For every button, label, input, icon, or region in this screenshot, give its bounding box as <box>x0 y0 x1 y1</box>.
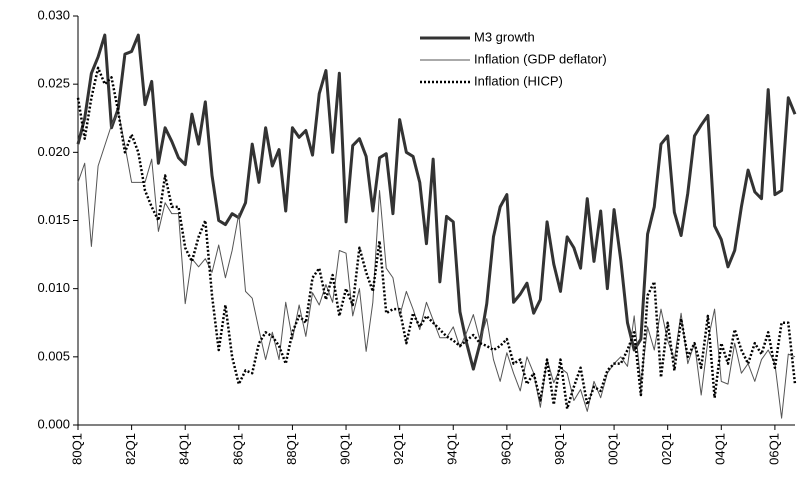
y-tick-label: 0.015 <box>37 212 70 227</box>
x-tick-label: 92Q1 <box>391 433 406 465</box>
legend-label: Inflation (GDP deflator) <box>474 51 607 66</box>
series-line <box>76 33 797 371</box>
y-tick-label: 0.005 <box>37 348 70 363</box>
x-tick-label: 04Q1 <box>713 433 728 465</box>
legend-label: M3 growth <box>474 29 535 44</box>
legend-label: Inflation (HICP) <box>474 73 563 88</box>
x-tick-label: 86Q1 <box>230 433 245 465</box>
x-tick-label: 88Q1 <box>284 433 299 465</box>
y-tick-label: 0.025 <box>37 76 70 91</box>
series-line <box>76 66 797 410</box>
x-tick-label: 02Q1 <box>659 433 674 465</box>
y-tick-label: 0.020 <box>37 144 70 159</box>
x-tick-label: 98Q1 <box>552 433 567 465</box>
y-tick-label: 0.030 <box>37 7 70 22</box>
x-tick-label: 06Q1 <box>766 433 781 465</box>
series-line <box>77 110 796 419</box>
x-tick-label: 82Q1 <box>123 433 138 465</box>
x-tick-label: 84Q1 <box>177 433 192 465</box>
x-tick-label: 90Q1 <box>337 433 352 465</box>
y-tick-label: 0.000 <box>37 416 70 431</box>
x-tick-label: 80Q1 <box>69 433 84 465</box>
y-tick-label: 0.010 <box>37 280 70 295</box>
x-tick-label: 94Q1 <box>445 433 460 465</box>
x-tick-label: 96Q1 <box>498 433 513 465</box>
x-tick-label: 00Q1 <box>606 433 621 465</box>
